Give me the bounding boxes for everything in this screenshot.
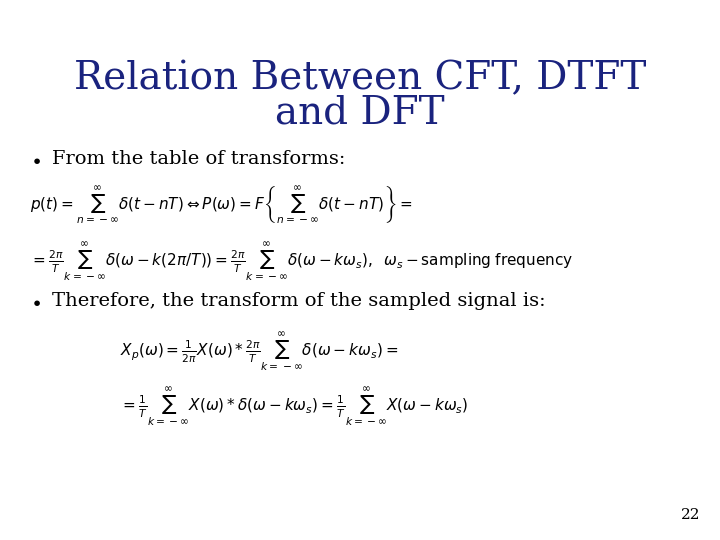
Text: From the table of transforms:: From the table of transforms: xyxy=(52,150,346,168)
Text: $= \frac{1}{T} \sum_{k=-\infty}^{\infty} X(\omega) * \delta(\omega - k\omega_s) : $= \frac{1}{T} \sum_{k=-\infty}^{\infty}… xyxy=(120,385,469,429)
Text: and DFT: and DFT xyxy=(275,95,445,132)
Text: $= \frac{2\pi}{T} \sum_{k=-\infty}^{\infty} \delta(\omega - k(2\pi/T)) = \frac{2: $= \frac{2\pi}{T} \sum_{k=-\infty}^{\inf… xyxy=(30,240,573,284)
Text: $X_p(\omega) = \frac{1}{2\pi} X(\omega) * \frac{2\pi}{T} \sum_{k=-\infty}^{\inft: $X_p(\omega) = \frac{1}{2\pi} X(\omega) … xyxy=(120,330,398,374)
Text: $\bullet$: $\bullet$ xyxy=(30,292,41,311)
Text: 22: 22 xyxy=(680,508,700,522)
Text: $\bullet$: $\bullet$ xyxy=(30,150,41,169)
Text: $p(t) = \sum_{n=-\infty}^{\infty} \delta(t - nT) \Leftrightarrow P(\omega) = F\l: $p(t) = \sum_{n=-\infty}^{\infty} \delta… xyxy=(30,185,413,226)
Text: Relation Between CFT, DTFT: Relation Between CFT, DTFT xyxy=(74,60,646,97)
Text: Therefore, the transform of the sampled signal is:: Therefore, the transform of the sampled … xyxy=(52,292,546,310)
